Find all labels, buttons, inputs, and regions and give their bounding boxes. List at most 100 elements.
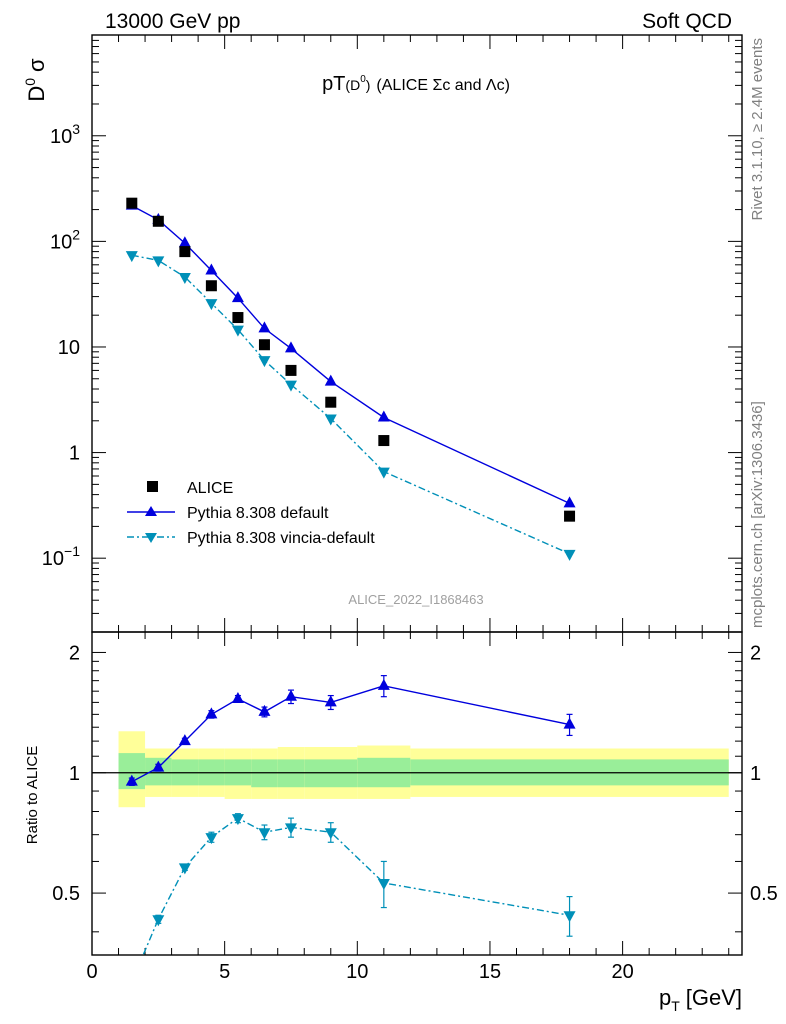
main-y-tick-label: 10−1 [42,543,80,570]
ratio-panel-frame [91,631,743,956]
ratio-y-tick-label-left: 2 [69,642,80,664]
legend-marker-alice [147,481,158,492]
main-point-alice [179,246,191,258]
ratio-vincia-line [142,817,570,955]
main-point-alice [285,364,297,376]
x-label-unit: [GeV] [686,985,742,1010]
main-y-tick-label: 103 [50,121,80,148]
main-point-vincia [563,549,576,561]
main-y-tick-label: 10 [58,337,80,359]
main-point-default [284,341,297,353]
ratio-y-axis-label: Ratio to ALICE [24,746,41,844]
ratio-default-point [152,760,165,772]
main-y-tick-base: 10 [58,337,80,359]
legend-label-vincia: Pythia 8.308 vincia-default [187,530,375,547]
main-point-vincia [284,380,297,392]
category-label: Soft QCD [642,10,732,33]
x-tick-label: 10 [346,961,368,983]
ratio-vincia-point [126,978,138,989]
ratio-vincia-point [231,814,244,826]
analysis-id: ALICE_2022_I1868463 [348,592,483,607]
main-point-alice [126,197,138,209]
ratio-vincia-point [324,828,337,840]
ratio-default-point [258,704,271,716]
ratio-y-tick-label-left: 1 [69,763,80,785]
main-point-default [231,291,244,303]
ratio-y-tick-label-right: 1 [750,763,761,785]
ratio-default-point [205,707,218,719]
title-suffix: (ALICE Σc and Λc) [376,77,510,94]
x-label-base: p [659,985,671,1010]
ratio-default-point [377,678,390,690]
ratio-default-point [231,691,244,703]
main-point-default [205,263,218,275]
x-tick-label: 15 [479,961,501,983]
main-point-vincia [178,272,191,284]
main-point-alice [205,280,217,292]
main-point-vincia [258,356,271,368]
main-point-alice [258,339,270,351]
main-y-tick-base: 1 [69,443,80,465]
ratio-vincia-point [377,878,390,890]
ratio-y-tick-label-right: 2 [750,642,761,664]
main-y-label-sup: 0 [22,78,38,86]
energy-label: 13000 GeV pp [105,10,240,33]
ratio-y-tick-label-left: 0.5 [52,883,80,905]
main-point-alice [232,312,244,324]
ratio-y-tick-label-right: 0.5 [750,883,778,905]
rivet-label: Rivet 3.1.10, ≥ 2.4M events [749,38,766,221]
main-y-tick-base: 10 [50,126,72,148]
main-point-vincia [205,299,218,311]
ratio-series-group [125,675,576,989]
main-y-tick-exp: 2 [72,226,80,242]
main-point-default [377,410,390,422]
ratio-vincia-point [284,823,297,835]
plot-title: pT(D0) (ALICE Σc and Λc) [322,73,510,95]
ratio-default-line [131,685,570,783]
title-prefix: pT [322,73,345,95]
main-y-label-base: D [24,86,49,102]
main-point-default [178,236,191,248]
main-point-alice [564,510,576,522]
main-point-vincia [324,414,337,426]
main-y-tick-label: 1 [69,443,80,465]
legend-label-default: Pythia 8.308 default [187,505,329,522]
x-tick-label: 0 [86,961,97,983]
main-y-tick-base: 10 [50,231,72,253]
main-line-default [131,204,570,505]
ratio-default-point [125,774,138,786]
main-point-vincia [231,325,244,337]
x-label-sub: T [671,998,680,1014]
main-y-tick-exp: 3 [72,121,80,137]
ratio-vincia-point [178,863,191,875]
main-point-vincia [377,467,390,479]
main-point-default [324,374,337,386]
main-point-vincia [152,256,165,268]
title-close: ) [366,77,371,93]
main-point-default [258,321,271,333]
main-y-tick-base: 10 [42,548,64,570]
main-point-vincia [125,251,138,263]
main-y-tick-exp: −1 [64,543,80,559]
ratio-default-point [178,734,191,746]
ratio-vincia-point [152,915,165,927]
ratio-vincia-point [563,911,576,923]
legend: ALICE Pythia 8.308 default Pythia 8.308 … [127,480,375,547]
ratio-default-point [324,695,337,707]
main-y-tick-label: 102 [50,226,80,253]
ratio-vincia-point [205,833,218,845]
ratio-default-point [563,717,576,729]
legend-label-alice: ALICE [187,480,233,497]
x-axis-label: pT [GeV] [659,985,742,1014]
main-point-alice [325,396,337,408]
legend-marker-vincia [145,533,157,543]
x-tick-label: 20 [611,961,633,983]
title-sup: 0 [360,74,366,85]
x-tick-label: 5 [219,961,230,983]
mcplots-label: mcplots.cern.ch [arXiv:1306.3436] [749,401,766,628]
main-y-label-sigma: σ [24,58,49,72]
legend-marker-default [145,506,157,516]
title-paren: (D [345,77,360,93]
main-point-alice [378,435,390,447]
